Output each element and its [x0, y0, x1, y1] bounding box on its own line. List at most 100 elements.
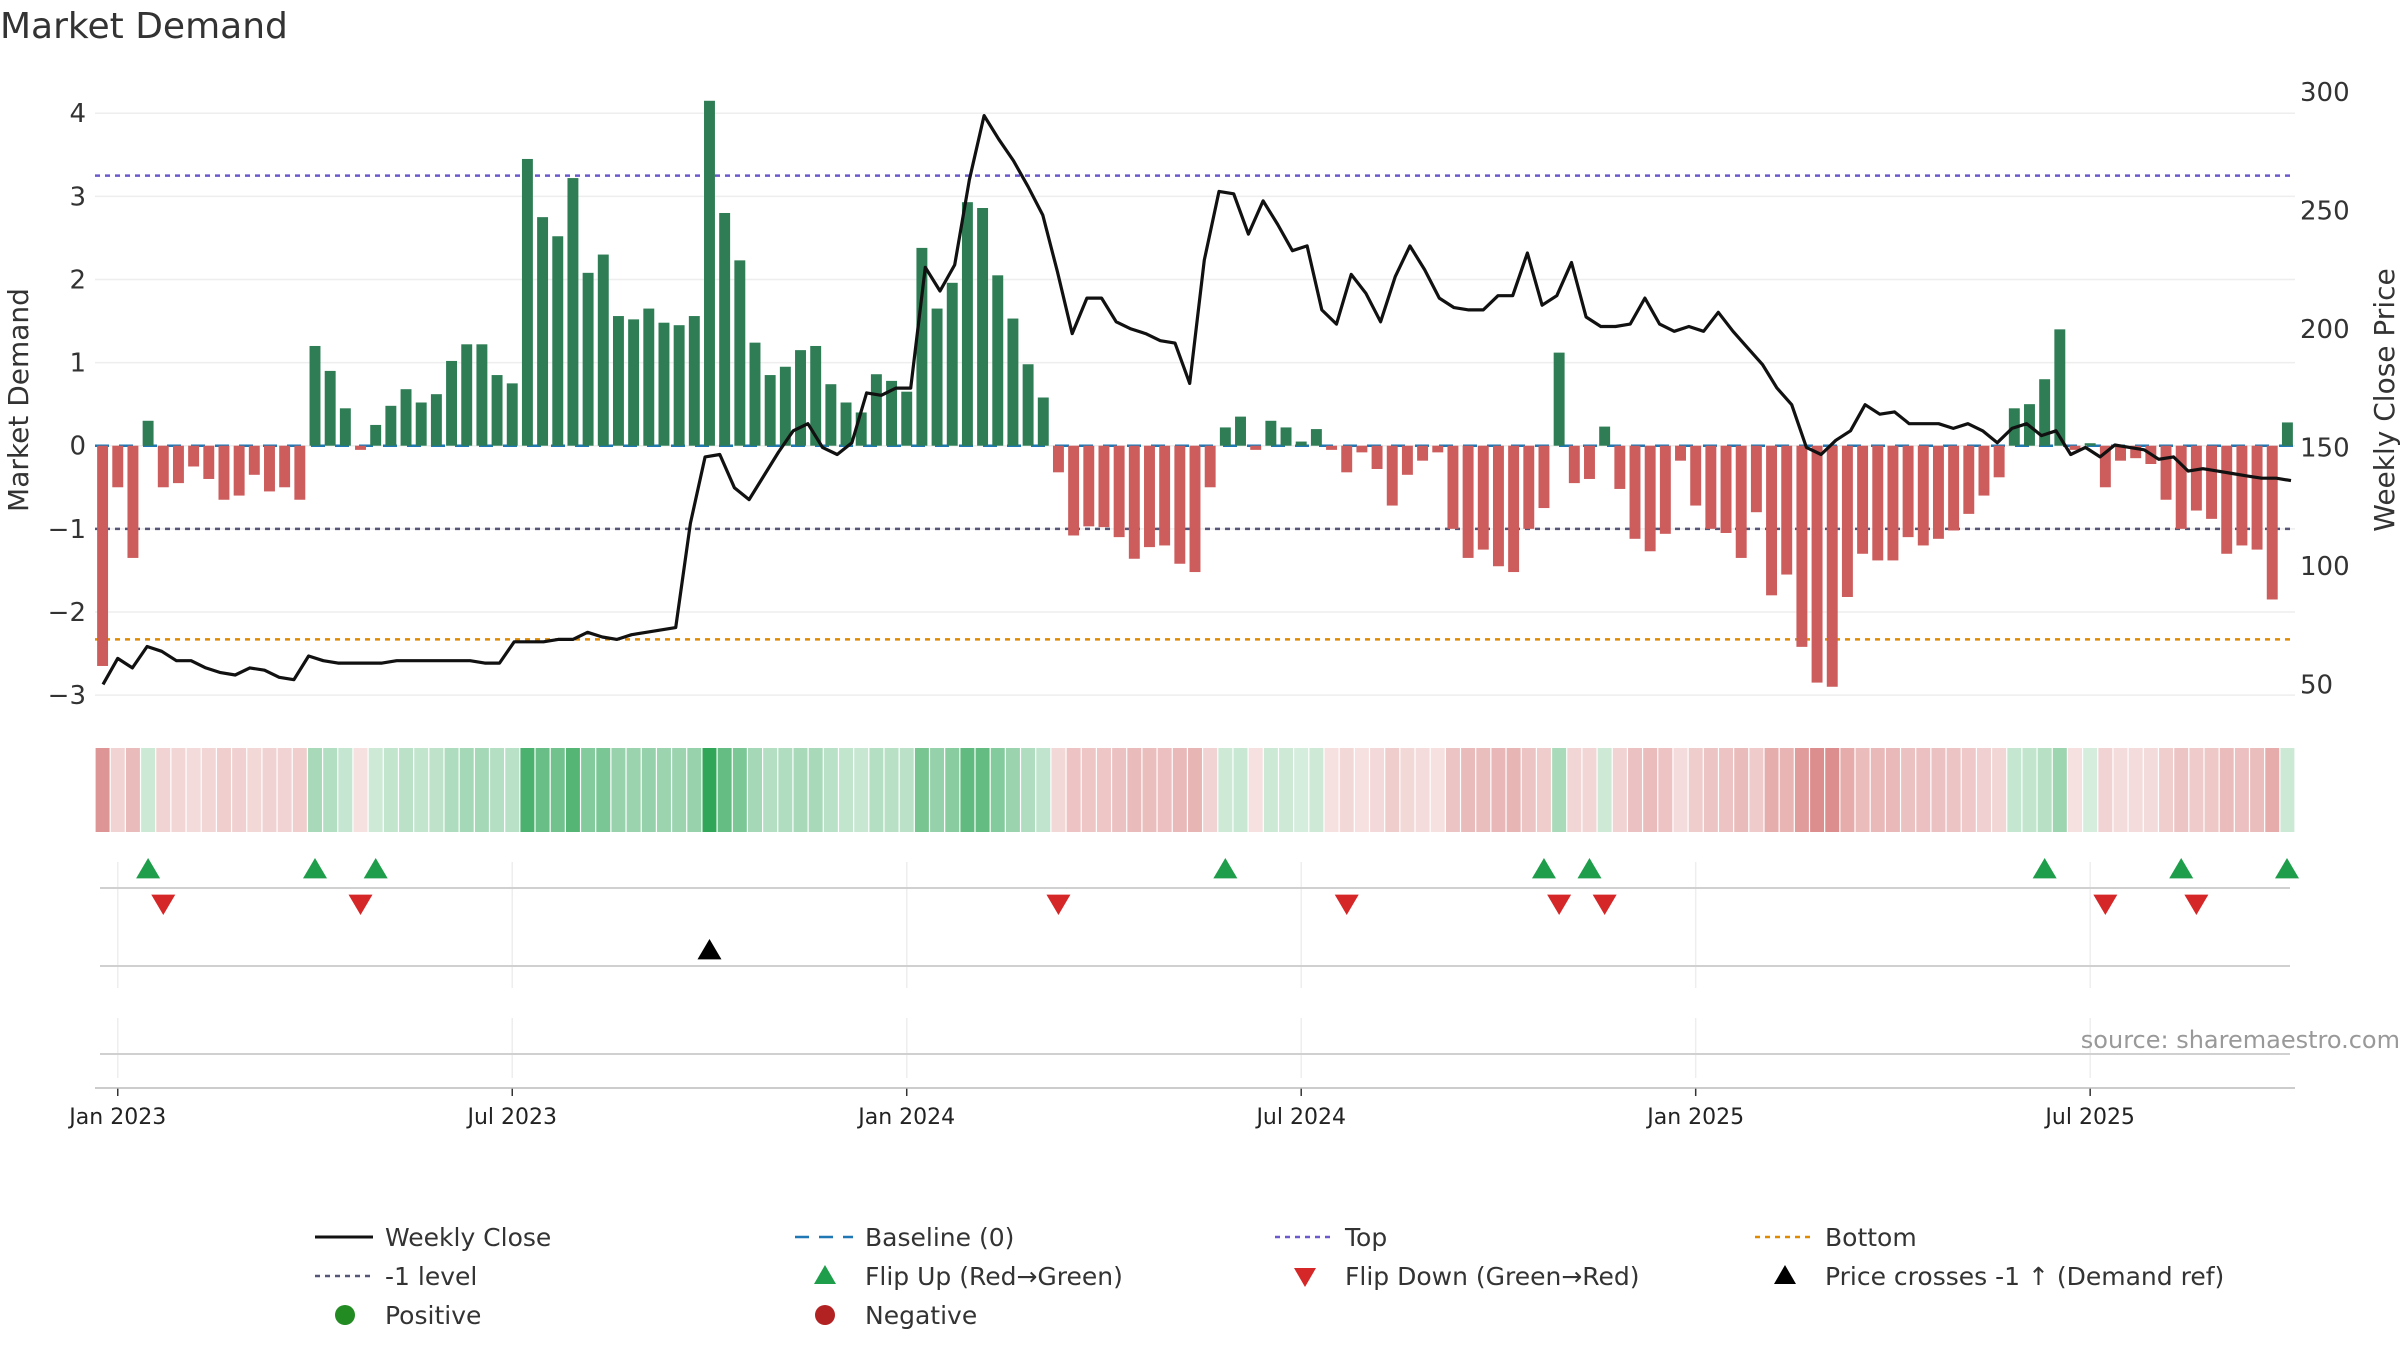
demand-bar	[810, 345, 822, 446]
demand-bar	[1978, 445, 1990, 496]
flip-down-marker	[1547, 894, 1572, 915]
heat-cell	[474, 748, 489, 832]
demand-bar	[1599, 426, 1611, 446]
demand-bars	[97, 100, 2293, 687]
heat-cell	[1461, 748, 1476, 832]
demand-bar	[1963, 445, 1975, 514]
demand-bar	[1022, 364, 1034, 446]
legend-swatch	[814, 1265, 836, 1284]
legend-label: Baseline (0)	[865, 1223, 1014, 1252]
demand-bar	[355, 445, 366, 450]
demand-bar	[567, 178, 579, 446]
heat-cell	[368, 748, 383, 832]
heat-cell	[1825, 748, 1840, 832]
flip-down-marker	[151, 894, 176, 915]
heat-cell	[1567, 748, 1582, 832]
x-ticks: Jan 2023 Jul 2023 Jan 2024 Jul 2024 Jan 2025…	[67, 1087, 2295, 1130]
heat-cell	[277, 748, 292, 832]
demand-bar	[1098, 445, 1110, 528]
demand-bar	[1386, 445, 1398, 506]
legend-item-weekly_close: Weekly Close	[315, 1223, 551, 1252]
price-line-group	[101, 113, 2292, 686]
heat-cell	[1521, 748, 1536, 832]
demand-bar	[2281, 422, 2293, 446]
heat-cell	[793, 748, 808, 832]
flip-up-marker	[2275, 858, 2299, 879]
demand-bar	[1204, 445, 1216, 488]
heat-cell	[611, 748, 626, 832]
heat-cell	[2007, 748, 2022, 832]
heat-cell	[1263, 748, 1278, 832]
heat-cell	[778, 748, 793, 832]
heat-cell	[1901, 748, 1916, 832]
heat-cell	[1870, 748, 1885, 832]
demand-bar	[2069, 445, 2081, 450]
demand-bar	[628, 319, 640, 446]
demand-bar	[1538, 445, 1550, 509]
heat-cell	[839, 748, 854, 832]
heat-cell	[990, 748, 1005, 832]
heat-cell	[292, 748, 307, 832]
demand-bar	[840, 402, 852, 446]
demand-bar	[1826, 445, 1838, 687]
demand-bar	[1083, 445, 1095, 527]
demand-bar	[2251, 445, 2263, 550]
heat-cell	[2265, 748, 2280, 832]
legend-swatch	[1774, 1265, 1796, 1284]
heat-cell	[641, 748, 656, 832]
x-tick-label: Jan 2025	[1645, 1105, 1744, 1130]
demand-bar	[506, 383, 518, 446]
demand-bar	[1310, 429, 1322, 446]
x-tick-label: Jan 2023	[67, 1105, 166, 1130]
demand-bar	[172, 445, 184, 484]
heat-cell	[1597, 748, 1612, 832]
demand-bar	[764, 375, 776, 446]
flip-down-marker	[348, 894, 373, 915]
heat-cell	[1036, 748, 1051, 832]
heat-cell	[2189, 748, 2204, 832]
heat-cell	[854, 748, 869, 832]
demand-bar	[855, 412, 867, 446]
demand-bar	[142, 420, 154, 446]
heat-cell	[748, 748, 762, 832]
heat-cell	[596, 748, 611, 832]
legend-label: Price crosses -1 ↑ (Demand ref)	[1825, 1262, 2224, 1291]
heat-cell	[1096, 748, 1111, 832]
heat-cell	[383, 748, 398, 832]
demand-bar	[1265, 420, 1277, 446]
demand-bar	[1174, 445, 1186, 564]
legend-item-positive: Positive	[335, 1301, 481, 1330]
heat-cell	[1476, 748, 1491, 832]
heat-cell	[1172, 748, 1187, 832]
legend-item-bottom: Bottom	[1755, 1223, 1917, 1252]
demand-bar	[476, 344, 488, 446]
heat-cell	[1810, 748, 1825, 832]
demand-bar	[1250, 445, 1262, 450]
demand-bar	[1508, 445, 1520, 573]
heat-cell	[763, 748, 778, 832]
demand-bar	[309, 345, 321, 446]
demand-bar	[1523, 445, 1535, 529]
heat-cell	[1339, 748, 1354, 832]
demand-bar	[946, 282, 958, 446]
demand-bar	[339, 408, 351, 446]
heat-cell	[550, 748, 565, 832]
source-text: source: sharemaestro.com	[2081, 1026, 2400, 1054]
heat-cell	[2022, 748, 2037, 832]
demand-bar	[203, 445, 215, 479]
heat-cell	[535, 748, 550, 832]
demand-bar	[2130, 445, 2142, 459]
flip-up-marker	[136, 858, 161, 879]
chart-title: Market Demand	[0, 6, 288, 47]
heat-cell	[1582, 748, 1597, 832]
demand-bar	[673, 325, 685, 446]
demand-bar	[1690, 445, 1702, 506]
heat-cell	[2250, 748, 2265, 832]
heat-cell	[156, 748, 171, 832]
heat-cell	[186, 748, 201, 832]
heat-cell	[823, 748, 838, 832]
heat-cell	[1703, 748, 1718, 832]
demand-bar	[1811, 445, 1823, 683]
heat-cell	[2280, 748, 2295, 832]
heat-cell	[1931, 748, 1946, 832]
